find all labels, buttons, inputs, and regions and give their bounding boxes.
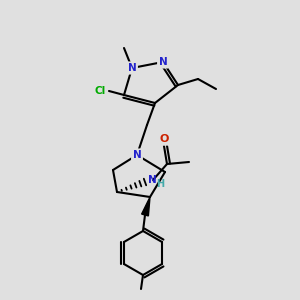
Text: N: N: [133, 150, 141, 160]
Text: H: H: [156, 179, 164, 189]
Text: N: N: [148, 175, 157, 185]
Text: N: N: [159, 57, 167, 67]
Polygon shape: [142, 197, 150, 216]
Text: Cl: Cl: [94, 86, 106, 96]
Text: O: O: [159, 134, 169, 144]
Text: N: N: [128, 63, 136, 73]
